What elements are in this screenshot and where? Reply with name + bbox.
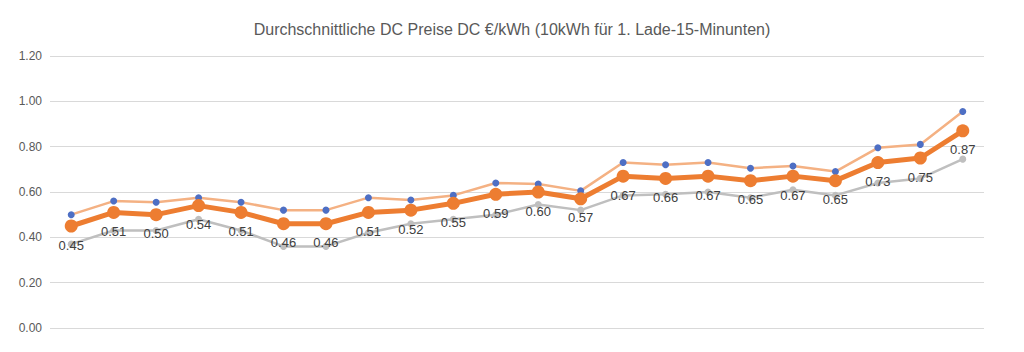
svg-text:0.54: 0.54: [186, 217, 211, 232]
svg-text:0.67: 0.67: [695, 188, 720, 203]
svg-text:0.67: 0.67: [780, 188, 805, 203]
svg-text:0.51: 0.51: [228, 224, 253, 239]
svg-text:0.51: 0.51: [356, 224, 381, 239]
svg-text:0.75: 0.75: [908, 170, 933, 185]
svg-text:0.20: 0.20: [19, 276, 43, 290]
svg-text:0.50: 0.50: [143, 226, 168, 241]
svg-text:0.59: 0.59: [483, 206, 508, 221]
svg-text:1.20: 1.20: [19, 49, 43, 63]
svg-text:0.87: 0.87: [950, 142, 975, 157]
svg-text:0.00: 0.00: [19, 321, 43, 335]
svg-text:0.67: 0.67: [610, 188, 635, 203]
svg-text:0.66: 0.66: [653, 190, 678, 205]
svg-text:0.65: 0.65: [738, 192, 763, 207]
svg-text:1.00: 1.00: [19, 94, 43, 108]
svg-text:0.57: 0.57: [568, 210, 593, 225]
svg-text:0.46: 0.46: [271, 235, 296, 250]
svg-text:0.73: 0.73: [865, 174, 890, 189]
svg-text:0.65: 0.65: [823, 192, 848, 207]
svg-text:0.46: 0.46: [313, 235, 338, 250]
svg-text:0.55: 0.55: [441, 215, 466, 230]
svg-text:0.51: 0.51: [101, 224, 126, 239]
svg-text:0.80: 0.80: [19, 140, 43, 154]
svg-text:Durchschnittliche DC Preise DC: Durchschnittliche DC Preise DC €/kWh (10…: [254, 21, 771, 38]
svg-text:0.45: 0.45: [59, 238, 84, 253]
svg-text:0.52: 0.52: [398, 222, 423, 237]
svg-text:0.60: 0.60: [526, 204, 551, 219]
svg-text:0.40: 0.40: [19, 230, 43, 244]
svg-text:0.60: 0.60: [19, 185, 43, 199]
